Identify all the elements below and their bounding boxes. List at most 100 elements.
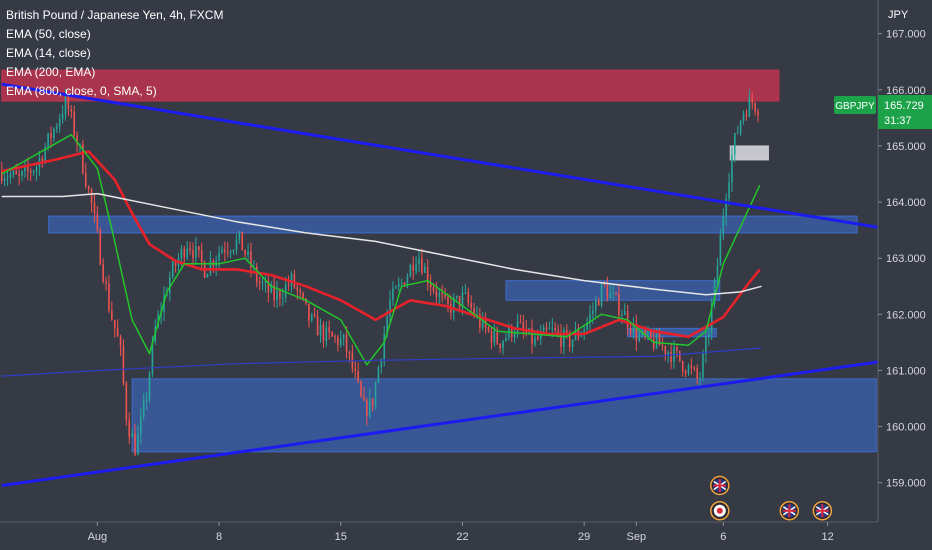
chart-title[interactable]: British Pound / Japanese Yen, 4h, FXCM [6, 8, 224, 22]
plot-area [0, 69, 878, 521]
candle-body [105, 281, 107, 284]
candle-body [467, 292, 470, 303]
candle-body [12, 170, 15, 175]
candle-body [276, 290, 278, 301]
candle-body [342, 334, 345, 339]
price-tick-label: 163.000 [886, 253, 926, 265]
candle-body [612, 292, 614, 294]
candle-body [226, 251, 229, 253]
price-tick-label: 165.000 [886, 141, 926, 153]
candle-body [145, 398, 148, 401]
candle-body [47, 133, 49, 148]
candle-body [629, 327, 632, 333]
time-tick-label: 6 [720, 531, 726, 543]
candle-body [140, 416, 142, 435]
study-ema-200[interactable]: EMA (200, EMA) [6, 65, 96, 79]
candle-body [392, 288, 394, 300]
candle-body [15, 170, 18, 175]
candle-body [516, 321, 519, 334]
candle-body [461, 292, 464, 307]
zone-1 [48, 215, 858, 234]
candle-body [50, 133, 52, 139]
candle-body [568, 332, 571, 348]
candle-body [328, 327, 330, 333]
candle-body [502, 340, 504, 349]
candle-body [122, 346, 125, 384]
candle-body [67, 95, 70, 110]
candle-body [55, 126, 58, 129]
candle-body [638, 334, 641, 341]
candle-body [632, 323, 635, 333]
candle-body [84, 173, 87, 187]
candle-body [151, 341, 154, 374]
candle-body [331, 332, 333, 337]
candle-body [125, 383, 128, 421]
study-ema-14[interactable]: EMA (14, close) [6, 46, 91, 60]
trendline-0 [1, 82, 878, 229]
candle-body [195, 246, 197, 259]
chart-legend: British Pound / Japanese Yen, 4h, FXCM E… [6, 6, 223, 101]
candle-body [537, 337, 539, 340]
candle-body [354, 368, 357, 372]
candle-body [722, 216, 725, 235]
candle-body [742, 113, 745, 121]
candle-body [87, 186, 90, 190]
candle-body [264, 280, 267, 283]
candle-body [597, 300, 600, 306]
candle-body [29, 171, 32, 173]
candle-body [337, 337, 339, 346]
candle-body [200, 250, 203, 262]
candle-body [421, 258, 423, 273]
candle-body [96, 213, 99, 230]
candle-body [308, 303, 310, 321]
candle-body [734, 133, 736, 156]
candle-body [667, 351, 670, 355]
candle-body [464, 292, 467, 294]
candle-body [696, 368, 698, 379]
candle-body [142, 400, 145, 417]
price-tick-label: 159.000 [886, 478, 926, 490]
candle-body [618, 293, 620, 316]
candle-body [412, 264, 415, 272]
price-tick-label: 161.000 [886, 365, 926, 377]
candle-body [250, 251, 252, 268]
candle-body [455, 295, 458, 299]
candle-body [180, 248, 183, 259]
candle-body [725, 198, 727, 217]
candle-body [44, 147, 47, 163]
candle-body [35, 166, 38, 172]
candle-body [137, 434, 139, 455]
candle-body [623, 311, 626, 315]
candle-body [64, 95, 67, 115]
candle-body [690, 365, 693, 368]
candle-body [693, 367, 696, 369]
candle-body [363, 396, 365, 401]
candle-body [751, 97, 754, 104]
candle-body [377, 367, 380, 383]
candle-body [670, 351, 672, 362]
candle-body [368, 398, 371, 416]
candle-body [490, 330, 493, 343]
candle-body [258, 282, 261, 284]
candle-body [713, 279, 716, 304]
candle-body [339, 338, 342, 346]
candle-body [224, 249, 226, 252]
candle-body [229, 251, 232, 253]
candle-body [684, 371, 687, 374]
candle-body [565, 330, 568, 333]
candle-body [499, 343, 501, 349]
candle-body [32, 171, 35, 173]
study-ema-50[interactable]: EMA (50, close) [6, 27, 91, 41]
candle-body [70, 109, 73, 112]
candle-body [93, 203, 96, 214]
candle-body [290, 273, 293, 286]
time-axis: Aug 8 15 22 29 Sep 6 12 [0, 521, 878, 543]
candle-body [731, 155, 733, 183]
gb-flag-icon [812, 501, 833, 521]
candle-body [716, 265, 719, 280]
candle-body [192, 250, 194, 259]
study-ema-800[interactable]: EMA (800, close, 0, SMA, 5) [6, 84, 157, 98]
candle-body [418, 258, 420, 265]
